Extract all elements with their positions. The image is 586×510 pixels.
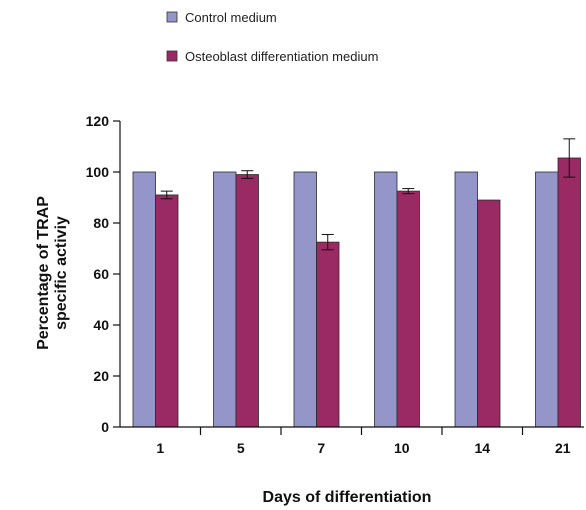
- x-tick-label: 1: [156, 440, 164, 456]
- x-tick-label: 10: [394, 440, 410, 456]
- x-tick-label: 21: [555, 440, 571, 456]
- legend-entry-control: Control medium: [166, 10, 277, 25]
- y-tick-label: 0: [101, 419, 109, 435]
- bar-control-day-14: [454, 171, 478, 428]
- y-tick-label: 80: [93, 215, 109, 231]
- y-tick-label: 20: [93, 368, 109, 384]
- bar-osteoblast-day-10: [396, 190, 420, 428]
- legend-label-control: Control medium: [185, 10, 277, 25]
- legend-entry-osteoblast: Osteoblast differentiation medium: [166, 49, 378, 64]
- bar-control-day-5: [213, 171, 237, 428]
- bars-layer: [132, 157, 581, 428]
- legend-label-osteoblast: Osteoblast differentiation medium: [185, 49, 378, 64]
- y-tick-label: 120: [86, 113, 110, 129]
- y-tick-label: 60: [93, 266, 109, 282]
- bar-osteoblast-day-1: [155, 194, 179, 428]
- bar-control-day-10: [374, 171, 398, 428]
- y-axis-title-line-1: Percentage of TRAP: [35, 196, 52, 350]
- x-tick-label: 14: [474, 440, 490, 456]
- y-axis-title-line-2: specific activiy: [53, 216, 70, 330]
- bar-control-day-7: [293, 171, 317, 428]
- x-axis-title: Days of differentiation: [263, 489, 432, 506]
- y-axis-ticks: 0 20 40 60 80 100 120: [86, 113, 120, 435]
- error-bar-osteoblast-day-7: [321, 233, 334, 251]
- error-bar-osteoblast-day-10: [402, 188, 415, 195]
- bar-osteoblast-day-5: [235, 174, 259, 428]
- legend-swatch-control: [166, 11, 178, 23]
- bar-osteoblast-day-14: [477, 199, 501, 428]
- bar-control-day-1: [132, 171, 156, 428]
- bar-osteoblast-day-21: [557, 157, 581, 428]
- bar-osteoblast-day-7: [316, 241, 340, 428]
- legend: Control medium Osteoblast differentiatio…: [166, 10, 378, 64]
- legend-swatch-osteoblast: [166, 50, 178, 62]
- y-tick-label: 100: [86, 164, 110, 180]
- y-tick-label: 40: [93, 317, 109, 333]
- bar-control-day-21: [535, 171, 559, 428]
- x-tick-label: 7: [317, 440, 325, 456]
- error-bars-layer: [160, 138, 576, 251]
- error-bar-osteoblast-day-1: [160, 190, 173, 200]
- x-tick-label: 5: [237, 440, 245, 456]
- error-bar-osteoblast-day-5: [241, 170, 254, 179]
- error-bar-osteoblast-day-21: [563, 138, 576, 178]
- x-axis-ticks: 1 5 7 10 14 21: [156, 427, 571, 456]
